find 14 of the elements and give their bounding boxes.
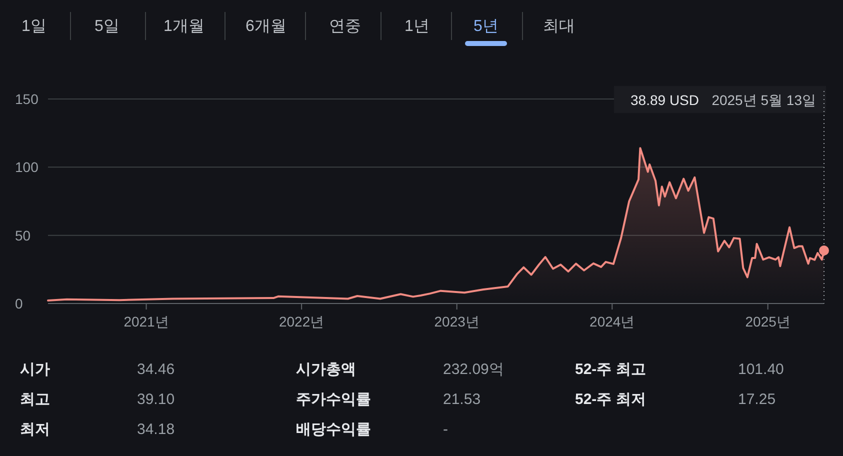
x-tick-label: 2023년 xyxy=(434,314,480,330)
annotation: 38.89 USD xyxy=(630,92,699,108)
x-tick-label: 2024년 xyxy=(590,314,635,330)
y-tick-label: 150 xyxy=(15,91,39,107)
y-tick-label: 0 xyxy=(15,296,23,312)
ref-line-label: 2025년 5월 13일 xyxy=(712,92,816,108)
x-tick-label: 2022년 xyxy=(278,314,324,330)
tabs: 1일 5일 1개월 6개월 연중 1년 5년 최대 xyxy=(22,12,575,46)
stats: 시가 34.46 최고 39.10 최저 34.18 시가총액 232.09억 주가수익률 21.53 배당수익률 - 52-주 최고 101.40 52-주 최저 17.25 xyxy=(20,361,784,438)
x-tick-label: 2025년 xyxy=(745,314,790,330)
y-tick-label: 100 xyxy=(15,159,39,176)
plot: 0 50 100 150 38.89 USD 2025년 5월 13일 2021년 2022년 2023년 2024년 2025년 xyxy=(15,86,829,330)
x-tick-label: 2021년 xyxy=(124,314,169,330)
y-tick-label: 50 xyxy=(15,227,31,244)
